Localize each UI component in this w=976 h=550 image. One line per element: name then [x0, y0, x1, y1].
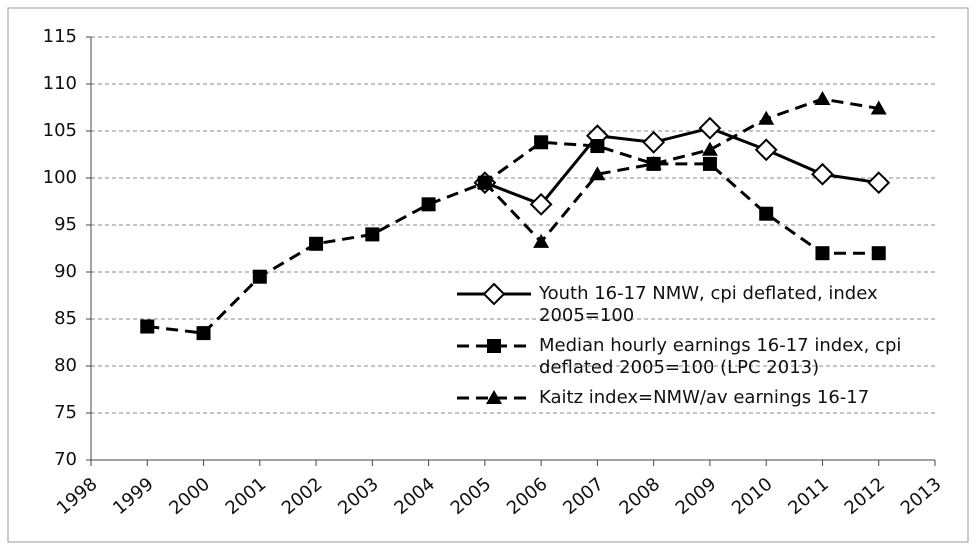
x-tick-label: 1998 [53, 474, 102, 520]
x-tick-label: 2007 [559, 474, 608, 520]
y-tick-label: 110 [43, 73, 77, 94]
y-tick-label: 70 [54, 449, 77, 470]
marker [698, 116, 722, 140]
marker [759, 206, 774, 221]
marker [365, 227, 380, 242]
x-tick-label: 2013 [897, 474, 946, 520]
legend-label: Median hourly earnings 16-17 index, cpi … [539, 335, 902, 378]
marker [421, 197, 436, 212]
marker [140, 319, 155, 334]
marker [754, 138, 778, 162]
legend-label: Kaitz index=NMW/av earnings 16-17 [539, 387, 870, 408]
y-tick-label: 85 [54, 308, 77, 329]
marker [534, 135, 549, 150]
marker [309, 236, 324, 251]
legend-swatch [457, 339, 531, 353]
legend-item: Median hourly earnings 16-17 index, cpi … [455, 335, 955, 379]
x-tick-label: 2011 [784, 474, 833, 520]
marker [590, 139, 605, 154]
x-tick-label: 2003 [334, 474, 383, 520]
y-tick-label: 105 [43, 120, 77, 141]
x-tick-label: 2004 [390, 474, 439, 520]
chart-border [7, 7, 969, 543]
marker [645, 155, 662, 170]
marker [529, 192, 553, 216]
marker [486, 390, 502, 404]
x-tick-label: 1999 [109, 474, 158, 520]
marker [642, 130, 666, 154]
marker [196, 326, 211, 341]
marker [482, 283, 506, 305]
series-line [484, 126, 879, 207]
marker [867, 171, 891, 195]
y-tick-label: 100 [43, 167, 77, 188]
x-tick-label: 2009 [672, 474, 721, 520]
marker [487, 339, 501, 353]
x-tick-label: 2000 [165, 474, 214, 520]
x-tick-label: 2006 [503, 474, 552, 520]
x-tick-label: 2012 [841, 474, 890, 520]
y-tick-label: 75 [54, 402, 77, 423]
marker [811, 162, 834, 186]
x-tick-label: 2002 [278, 474, 327, 520]
y-tick-label: 90 [54, 261, 77, 282]
marker [533, 233, 550, 248]
legend-item: Kaitz index=NMW/av earnings 16-17 [455, 387, 955, 409]
marker [589, 166, 606, 181]
y-tick-label: 95 [54, 214, 77, 235]
y-tick-label: 115 [43, 26, 77, 47]
legend-swatch [457, 390, 531, 404]
x-tick-label: 2010 [728, 474, 777, 520]
marker [758, 110, 775, 125]
marker [702, 156, 717, 171]
series-line [483, 97, 879, 245]
series-line [147, 140, 879, 335]
y-tick-label: 80 [54, 355, 77, 376]
marker [814, 91, 831, 106]
marker [871, 246, 886, 261]
x-tick-label: 2008 [616, 474, 665, 520]
x-tick-label: 2005 [447, 474, 496, 520]
marker [476, 174, 493, 189]
marker [870, 100, 887, 115]
legend-label: Youth 16-17 NMW, cpi deflated, index 200… [539, 283, 878, 326]
legend: Youth 16-17 NMW, cpi deflated, index 200… [455, 283, 955, 417]
marker [252, 269, 267, 284]
legend-item: Youth 16-17 NMW, cpi deflated, index 200… [455, 283, 955, 327]
marker [815, 246, 830, 261]
marker [701, 141, 718, 156]
legend-swatch [457, 283, 531, 305]
x-tick-label: 2001 [222, 474, 271, 520]
